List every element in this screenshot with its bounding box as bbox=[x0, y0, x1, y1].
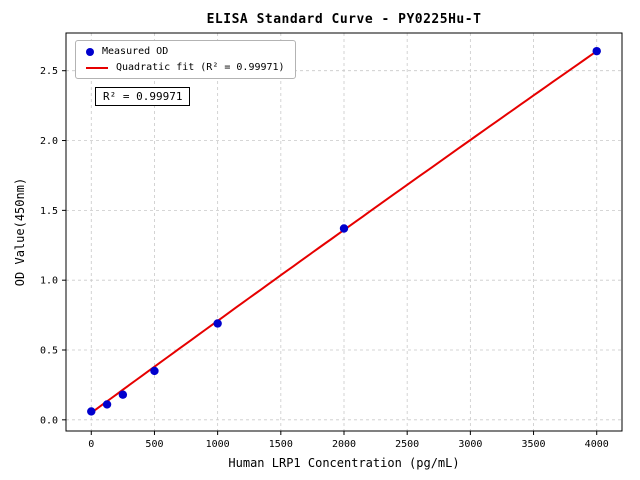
scatter-point bbox=[87, 407, 96, 416]
scatter-point bbox=[213, 319, 222, 328]
scatter-point bbox=[339, 224, 349, 233]
scatter-point bbox=[592, 46, 601, 56]
scatter-point bbox=[118, 390, 128, 399]
legend-label-measured-od: Measured OD bbox=[102, 46, 169, 57]
x-tick-label: 500 bbox=[145, 439, 163, 450]
legend-item-quadratic-fit: Quadratic fit (R² = 0.99971) bbox=[86, 62, 285, 73]
chart-title: ELISA Standard Curve - PY0225Hu-T bbox=[206, 12, 482, 27]
scatter-marker-icon bbox=[86, 47, 94, 56]
y-tick-label: 1.5 bbox=[40, 206, 58, 217]
scatter-point bbox=[102, 400, 112, 409]
legend: Measured OD Quadratic fit (R² = 0.99971) bbox=[75, 40, 296, 79]
x-tick-label: 2500 bbox=[395, 439, 419, 450]
x-tick-label: 3500 bbox=[521, 439, 545, 450]
r-squared-annotation: R² = 0.99971 bbox=[95, 87, 191, 106]
x-tick-label: 3000 bbox=[458, 439, 482, 450]
x-tick-label: 0 bbox=[88, 439, 94, 450]
x-tick-label: 2000 bbox=[332, 439, 356, 450]
y-tick-label: 0.5 bbox=[40, 346, 58, 357]
y-tick-label: 0.0 bbox=[40, 415, 58, 426]
y-axis-label: OD Value(450nm) bbox=[13, 177, 27, 287]
legend-item-measured-od: Measured OD bbox=[86, 46, 285, 57]
x-tick-label: 1500 bbox=[269, 439, 293, 450]
line-marker-icon bbox=[86, 66, 108, 69]
x-tick-label: 1000 bbox=[206, 439, 230, 450]
legend-label-quadratic-fit: Quadratic fit (R² = 0.99971) bbox=[116, 62, 285, 73]
y-tick-label: 2.5 bbox=[40, 66, 58, 77]
scatter-point bbox=[150, 366, 159, 376]
x-tick-label: 4000 bbox=[585, 439, 609, 450]
x-axis-label: Human LRP1 Concentration (pg/mL) bbox=[228, 456, 460, 470]
y-tick-label: 1.0 bbox=[40, 276, 58, 287]
y-tick-label: 2.0 bbox=[40, 136, 58, 147]
